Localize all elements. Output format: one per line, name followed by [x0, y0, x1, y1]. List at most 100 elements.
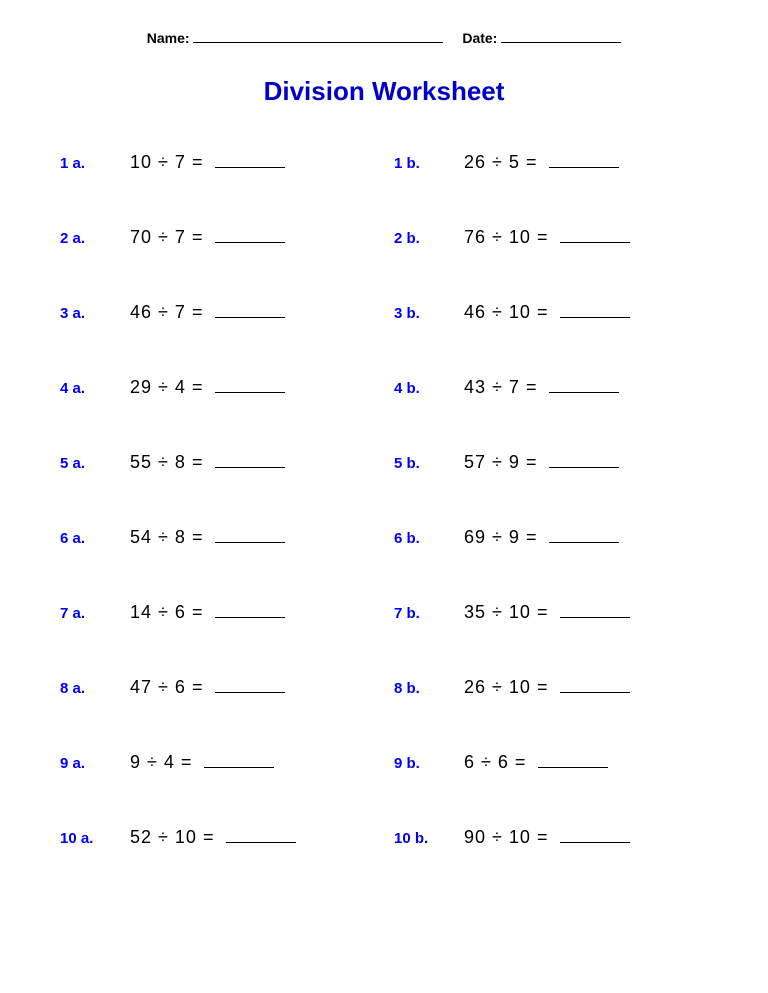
divisor: 6	[175, 677, 186, 697]
problem-label: 5 a.	[60, 455, 115, 472]
answer-blank[interactable]	[226, 842, 296, 843]
problem-label: 6 b.	[394, 530, 449, 547]
problem-expression: 52 ÷ 10 =	[115, 827, 296, 848]
name-label: Name:	[147, 30, 190, 46]
problem-expression: 9 ÷ 4 =	[115, 752, 274, 773]
date-blank[interactable]	[501, 42, 621, 43]
problem-row: 8 b.26 ÷ 10 =	[394, 677, 708, 698]
divisor: 10	[509, 302, 531, 322]
problem-expression: 76 ÷ 10 =	[449, 227, 630, 248]
problem-row: 5 a.55 ÷ 8 =	[60, 452, 374, 473]
problem-row: 3 a.46 ÷ 7 =	[60, 302, 374, 323]
divisor: 10	[509, 827, 531, 847]
answer-blank[interactable]	[560, 692, 630, 693]
answer-blank[interactable]	[215, 167, 285, 168]
problem-expression: 47 ÷ 6 =	[115, 677, 285, 698]
dividend: 52	[130, 827, 152, 847]
answer-blank[interactable]	[560, 842, 630, 843]
problem-label: 7 b.	[394, 605, 449, 622]
dividend: 57	[464, 452, 486, 472]
problem-label: 3 b.	[394, 305, 449, 322]
answer-blank[interactable]	[215, 692, 285, 693]
worksheet-page: Name: Date: Division Worksheet 1 a.10 ÷ …	[0, 0, 768, 878]
problem-expression: 6 ÷ 6 =	[449, 752, 608, 773]
dividend: 55	[130, 452, 152, 472]
dividend: 10	[130, 152, 152, 172]
problem-label: 9 a.	[60, 755, 115, 772]
problem-row: 10 b.90 ÷ 10 =	[394, 827, 708, 848]
problem-row: 10 a.52 ÷ 10 =	[60, 827, 374, 848]
dividend: 29	[130, 377, 152, 397]
answer-blank[interactable]	[538, 767, 608, 768]
divisor: 10	[509, 602, 531, 622]
dividend: 70	[130, 227, 152, 247]
problem-row: 6 b.69 ÷ 9 =	[394, 527, 708, 548]
answer-blank[interactable]	[215, 617, 285, 618]
problem-row: 5 b.57 ÷ 9 =	[394, 452, 708, 473]
answer-blank[interactable]	[549, 167, 619, 168]
dividend: 6	[464, 752, 475, 772]
divisor: 6	[498, 752, 509, 772]
problem-label: 3 a.	[60, 305, 115, 322]
problem-label: 5 b.	[394, 455, 449, 472]
divisor: 8	[175, 527, 186, 547]
problem-row: 9 a.9 ÷ 4 =	[60, 752, 374, 773]
problem-expression: 90 ÷ 10 =	[449, 827, 630, 848]
answer-blank[interactable]	[549, 392, 619, 393]
problem-row: 6 a.54 ÷ 8 =	[60, 527, 374, 548]
divisor: 10	[175, 827, 197, 847]
problem-expression: 14 ÷ 6 =	[115, 602, 285, 623]
problem-label: 10 b.	[394, 830, 449, 847]
dividend: 9	[130, 752, 141, 772]
problem-expression: 57 ÷ 9 =	[449, 452, 619, 473]
divisor: 7	[509, 377, 520, 397]
problem-row: 4 a.29 ÷ 4 =	[60, 377, 374, 398]
answer-blank[interactable]	[215, 242, 285, 243]
answer-blank[interactable]	[204, 767, 274, 768]
dividend: 43	[464, 377, 486, 397]
problem-row: 8 a.47 ÷ 6 =	[60, 677, 374, 698]
answer-blank[interactable]	[215, 392, 285, 393]
problem-expression: 46 ÷ 10 =	[449, 302, 630, 323]
dividend: 76	[464, 227, 486, 247]
problem-expression: 35 ÷ 10 =	[449, 602, 630, 623]
divisor: 9	[509, 527, 520, 547]
answer-blank[interactable]	[215, 467, 285, 468]
divisor: 10	[509, 677, 531, 697]
answer-blank[interactable]	[549, 542, 619, 543]
problem-expression: 10 ÷ 7 =	[115, 152, 285, 173]
problem-row: 9 b.6 ÷ 6 =	[394, 752, 708, 773]
dividend: 54	[130, 527, 152, 547]
problem-label: 8 a.	[60, 680, 115, 697]
answer-blank[interactable]	[215, 542, 285, 543]
divisor: 7	[175, 302, 186, 322]
problem-row: 1 b.26 ÷ 5 =	[394, 152, 708, 173]
dividend: 46	[130, 302, 152, 322]
date-label: Date:	[462, 30, 497, 46]
problem-expression: 46 ÷ 7 =	[115, 302, 285, 323]
problem-row: 7 a.14 ÷ 6 =	[60, 602, 374, 623]
problem-expression: 54 ÷ 8 =	[115, 527, 285, 548]
problem-label: 4 b.	[394, 380, 449, 397]
answer-blank[interactable]	[549, 467, 619, 468]
problem-expression: 43 ÷ 7 =	[449, 377, 619, 398]
problem-row: 7 b.35 ÷ 10 =	[394, 602, 708, 623]
problem-expression: 69 ÷ 9 =	[449, 527, 619, 548]
problem-label: 2 a.	[60, 230, 115, 247]
answer-blank[interactable]	[560, 617, 630, 618]
problem-label: 4 a.	[60, 380, 115, 397]
dividend: 90	[464, 827, 486, 847]
name-blank[interactable]	[193, 42, 443, 43]
dividend: 35	[464, 602, 486, 622]
answer-blank[interactable]	[560, 317, 630, 318]
divisor: 10	[509, 227, 531, 247]
divisor: 7	[175, 152, 186, 172]
divisor: 7	[175, 227, 186, 247]
answer-blank[interactable]	[560, 242, 630, 243]
answer-blank[interactable]	[215, 317, 285, 318]
problem-label: 10 a.	[60, 830, 115, 847]
problems-grid: 1 a.10 ÷ 7 = 1 b.26 ÷ 5 = 2 a.70 ÷ 7 = 2…	[60, 152, 708, 848]
worksheet-title: Division Worksheet	[60, 76, 708, 107]
problem-row: 3 b.46 ÷ 10 =	[394, 302, 708, 323]
divisor: 5	[509, 152, 520, 172]
